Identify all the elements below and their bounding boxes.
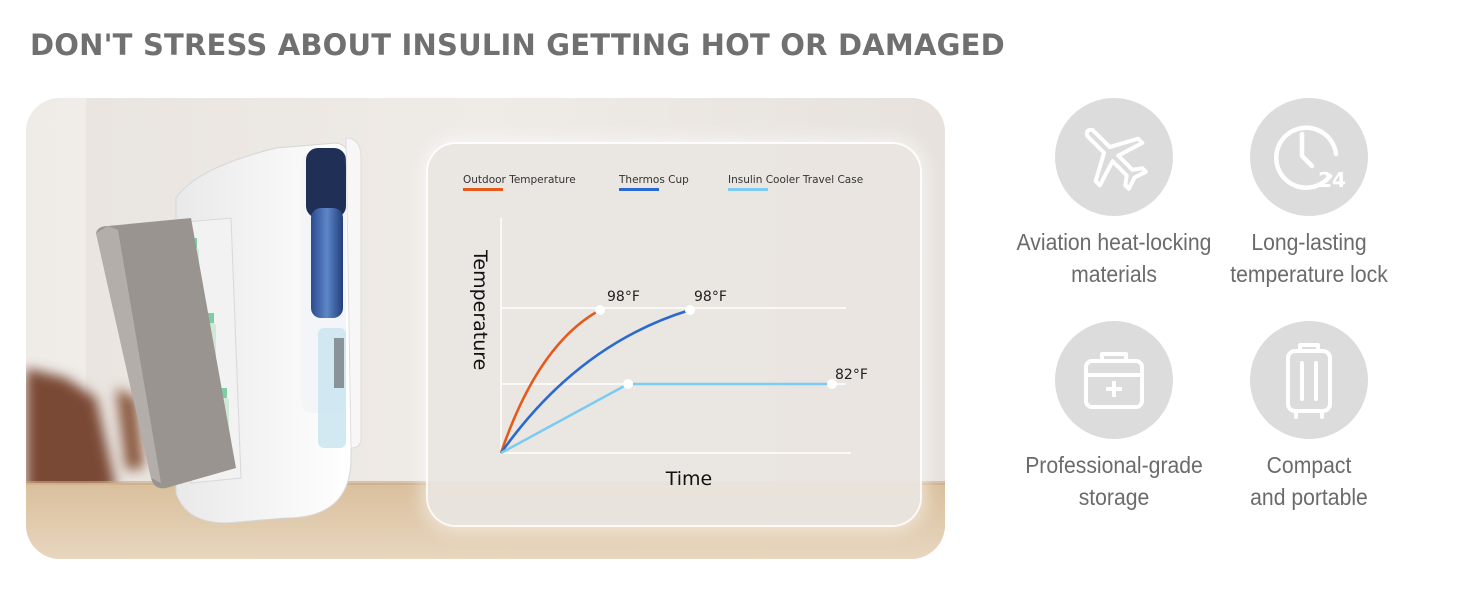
legend-label-cooler: Insulin Cooler Travel Case (728, 174, 863, 186)
feature-label-line: temperature lock (1230, 261, 1388, 287)
feature-icon-circle (1055, 321, 1173, 439)
data-label-outdoor: 98°F (607, 289, 640, 305)
feature-label-line: Aviation heat-locking (1016, 229, 1212, 255)
feature-label: Long-lasting temperature lock (1208, 226, 1410, 290)
data-label-thermos: 98°F (694, 289, 727, 305)
feature-label-line: Long-lasting (1251, 229, 1367, 255)
temperature-chart: Outdoor Temperature Thermos Cup Insulin … (428, 144, 920, 525)
series-point-cooler (827, 379, 837, 389)
legend-swatch-cooler (728, 188, 768, 191)
feature-aviation: Aviation heat-locking materials (1004, 98, 1224, 290)
chart-plot: Outdoor Temperature Thermos Cup Insulin … (463, 174, 868, 490)
feature-label: Compact and portable (1208, 449, 1410, 513)
feature-storage: Professional-grade storage (1004, 321, 1224, 513)
series-line-outdoor (499, 308, 601, 454)
data-label-cooler: 82°F (835, 367, 868, 383)
legend-swatch-thermos (619, 188, 659, 191)
feature-icon-circle: 24 (1250, 98, 1368, 216)
chart-legend: Outdoor Temperature Thermos Cup Insulin … (463, 174, 863, 191)
legend-label-thermos: Thermos Cup (618, 174, 689, 186)
x-axis-title: Time (665, 468, 713, 490)
insulin-pen-cap (306, 148, 346, 218)
legend-swatch-outdoor (463, 188, 503, 191)
feature-label-line: storage (1078, 484, 1150, 510)
feature-label: Aviation heat-locking materials (1013, 226, 1215, 290)
series-line-thermos (499, 308, 691, 454)
feature-portable: Compact and portable (1199, 321, 1419, 513)
feature-label-line: and portable (1250, 484, 1368, 510)
series-point-outdoor (595, 305, 605, 315)
page-headline: DON'T STRESS ABOUT INSULIN GETTING HOT O… (30, 28, 1005, 62)
legend-label-outdoor: Outdoor Temperature (463, 174, 576, 186)
series-point-cooler-knee (623, 379, 633, 389)
case-lid-open (96, 218, 236, 489)
clock-24-text: 24 (1318, 168, 1346, 192)
feature-icon-circle (1055, 98, 1173, 216)
series-point-thermos (685, 305, 695, 315)
feature-label-line: Compact (1266, 452, 1352, 478)
feature-label-line: materials (1071, 261, 1157, 287)
feature-icon-circle (1250, 321, 1368, 439)
y-axis-title: Temperature (469, 249, 491, 370)
feature-temperature-lock: 24 Long-lasting temperature lock (1199, 98, 1419, 290)
insulin-pen (311, 208, 343, 318)
feature-label-line: Professional-grade (1025, 452, 1203, 478)
feature-label: Professional-grade storage (1013, 449, 1215, 513)
